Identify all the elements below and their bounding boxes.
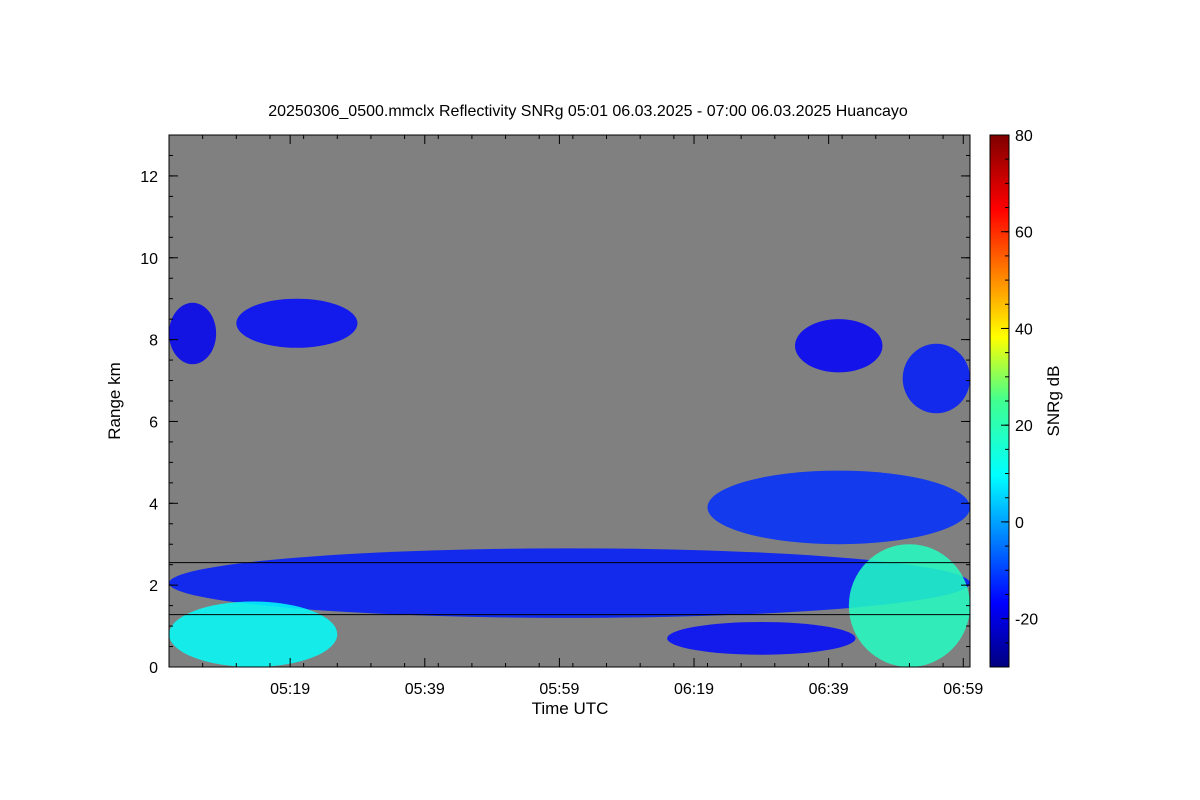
x-tick-label: 05:59 — [539, 681, 579, 698]
x-axis-label: Time UTC — [532, 699, 609, 718]
y-tick-label: 8 — [149, 333, 158, 350]
x-tick-label: 05:39 — [405, 681, 445, 698]
echo-region-upper-cloud-06-35 — [794, 319, 883, 373]
x-tick-label: 06:59 — [943, 681, 983, 698]
range-lines — [169, 562, 970, 616]
echo-region-low-cloud-06-25 — [667, 621, 856, 655]
colorbar-tick-label: 0 — [1015, 515, 1024, 532]
echo-regions — [169, 298, 970, 667]
y-tick-label: 4 — [149, 496, 158, 513]
y-axis: 0 2 4 6 8 10 12 — [140, 134, 970, 677]
x-tick-label: 06:19 — [674, 681, 714, 698]
colorbar-tick-label: 60 — [1015, 225, 1033, 242]
echo-region-upper-cloud-06-50 — [902, 343, 970, 414]
colorbar-tick-label: 20 — [1015, 418, 1033, 435]
colorbar-label: SNRg dB — [1044, 366, 1063, 437]
echo-region-surface-echo-right — [848, 544, 970, 667]
y-tick-label: 0 — [149, 660, 158, 677]
y-tick-label: 12 — [140, 169, 158, 186]
x-axis: 05:19 05:39 05:59 06:19 06:39 06:59 — [168, 135, 983, 698]
colorbar-tick-label: -20 — [1015, 612, 1038, 629]
x-tick-label: 05:19 — [270, 681, 310, 698]
x-tick-label: 06:39 — [809, 681, 849, 698]
chart-title: 20250306_0500.mmclx Reflectivity SNRg 05… — [268, 103, 908, 120]
echo-region-boundary-layer-band — [169, 548, 970, 618]
colorbar-ticks: -20 0 20 40 60 80 — [1001, 128, 1038, 668]
y-tick-label: 6 — [149, 414, 158, 431]
colorbar-tick-label: 40 — [1015, 321, 1033, 338]
y-tick-label: 10 — [140, 251, 158, 268]
echo-region-upper-left-cloud — [169, 302, 217, 365]
echo-region-surface-echo-left — [169, 601, 338, 667]
y-tick-label: 2 — [149, 578, 158, 595]
echo-region-upper-cloud-05-20 — [236, 298, 358, 348]
y-axis-label: Range km — [105, 362, 124, 439]
echo-region-mid-cloud-4km — [707, 470, 970, 545]
colorbar-tick-label: 80 — [1015, 128, 1033, 145]
